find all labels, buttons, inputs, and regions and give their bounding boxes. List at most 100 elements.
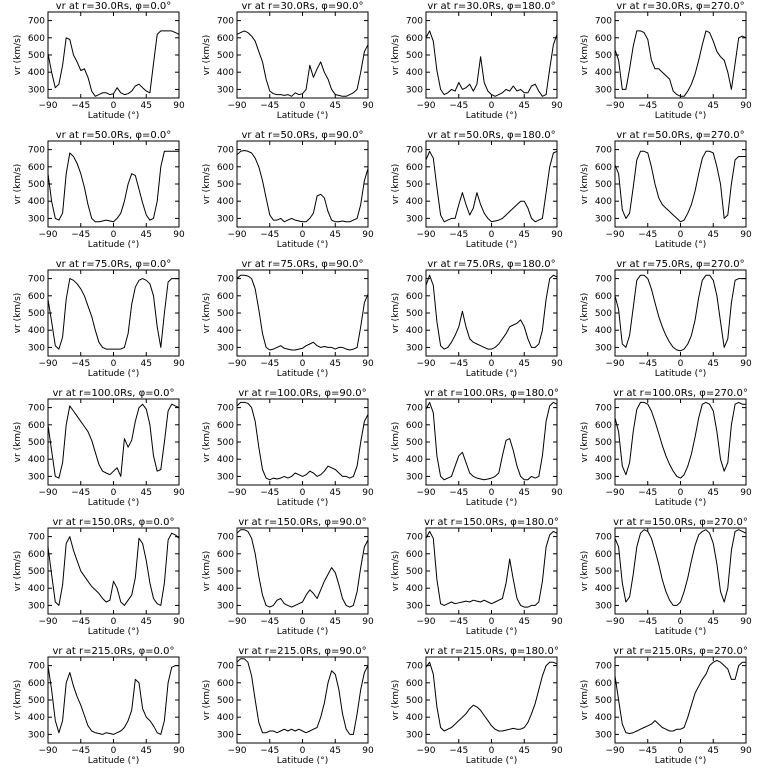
- y-tick-label: 600: [595, 550, 612, 560]
- x-tick-label: −45: [71, 359, 90, 369]
- x-axis-label: Latitude (°): [88, 369, 139, 379]
- y-axis-label: vr (km/s): [202, 680, 212, 721]
- series-line: [614, 401, 746, 479]
- y-tick-label: 300: [217, 214, 234, 224]
- series-line: [236, 150, 369, 223]
- y-axis-label: vr (km/s): [13, 293, 23, 334]
- y-tick-label: 500: [28, 309, 45, 319]
- y-tick-label: 500: [217, 51, 234, 61]
- x-tick-label: −90: [39, 488, 58, 498]
- y-tick-label: 500: [595, 567, 612, 577]
- plot-frame: [236, 398, 369, 486]
- y-tick-label: 700: [406, 533, 423, 543]
- y-tick-label: 700: [217, 17, 234, 27]
- panel-title: vr at r=30.0Rs, φ=270.0°: [616, 1, 744, 12]
- series-line: [614, 659, 746, 734]
- x-tick-label: 0: [489, 617, 495, 627]
- x-tick-label: 0: [111, 746, 117, 756]
- x-tick-label: 90: [740, 359, 752, 369]
- panel: vr at r=215.0Rs, φ=90.0° −90 −45 0 45 90 300 40…: [202, 646, 374, 766]
- y-tick-label: 500: [217, 180, 234, 190]
- x-axis-label: Latitude (°): [88, 756, 139, 766]
- panel: vr at r=100.0Rs, φ=180.0° −90 −45 0 45 90 300 4…: [391, 388, 563, 508]
- x-tick-label: −90: [417, 101, 436, 111]
- plot-frame: [236, 269, 369, 357]
- y-tick-label: 700: [595, 17, 612, 27]
- y-tick-label: 700: [217, 146, 234, 156]
- y-tick-label: 500: [595, 180, 612, 190]
- x-tick-label: 45: [141, 359, 152, 369]
- x-tick-label: 45: [141, 101, 152, 111]
- panel: vr at r=30.0Rs, φ=90.0° −90 −45 0 45 90 300 400…: [202, 1, 374, 121]
- x-tick-label: −45: [449, 101, 468, 111]
- series-line: [425, 401, 558, 481]
- x-tick-label: −90: [606, 617, 625, 627]
- panel: vr at r=30.0Rs, φ=0.0° −90 −45 0 45 90 300 400 5…: [13, 1, 185, 121]
- x-axis-label: Latitude (°): [466, 111, 517, 121]
- panel-title: vr at r=75.0Rs, φ=90.0°: [242, 259, 364, 270]
- x-tick-label: −90: [39, 746, 58, 756]
- y-tick-label: 700: [595, 404, 612, 414]
- y-tick-label: 700: [28, 17, 45, 27]
- plot-frame: [47, 11, 180, 99]
- series-line: [47, 150, 179, 223]
- y-tick-label: 300: [28, 601, 45, 611]
- x-tick-label: −45: [449, 488, 468, 498]
- x-tick-label: −45: [71, 746, 90, 756]
- y-tick-label: 500: [595, 51, 612, 61]
- x-tick-label: 90: [740, 101, 752, 111]
- y-tick-label: 300: [28, 214, 45, 224]
- panel: vr at r=30.0Rs, φ=270.0° −90 −45 0 45 90 300 40…: [580, 1, 752, 121]
- y-tick-label: 700: [28, 146, 45, 156]
- x-tick-label: 45: [330, 617, 341, 627]
- panel-title: vr at r=215.0Rs, φ=180.0°: [424, 646, 559, 657]
- y-tick-label: 400: [406, 455, 423, 465]
- y-tick-label: 300: [595, 85, 612, 95]
- x-tick-label: 0: [111, 488, 117, 498]
- y-axis-label: vr (km/s): [580, 35, 590, 76]
- y-tick-label: 400: [595, 326, 612, 336]
- y-tick-label: 500: [406, 438, 423, 448]
- x-tick-label: −90: [417, 359, 436, 369]
- panel-title: vr at r=30.0Rs, φ=90.0°: [242, 1, 364, 12]
- y-axis-label: vr (km/s): [580, 293, 590, 334]
- y-tick-label: 700: [217, 275, 234, 285]
- y-tick-label: 400: [595, 455, 612, 465]
- x-tick-label: 45: [708, 101, 719, 111]
- x-tick-label: −90: [417, 617, 436, 627]
- y-tick-label: 300: [28, 85, 45, 95]
- series-line: [614, 529, 747, 606]
- x-axis-label: Latitude (°): [88, 627, 139, 637]
- x-tick-label: −90: [39, 101, 58, 111]
- y-tick-label: 400: [217, 68, 234, 78]
- x-tick-label: 45: [519, 101, 530, 111]
- x-axis-label: Latitude (°): [277, 111, 328, 121]
- plot-frame: [47, 398, 180, 486]
- y-tick-label: 600: [595, 292, 612, 302]
- panel-title: vr at r=75.0Rs, φ=180.0°: [427, 259, 555, 270]
- x-tick-label: −45: [260, 101, 279, 111]
- y-tick-label: 700: [217, 533, 234, 543]
- y-tick-label: 600: [406, 679, 423, 689]
- y-tick-label: 600: [28, 34, 45, 44]
- x-tick-label: −45: [260, 230, 279, 240]
- x-tick-label: 0: [300, 617, 306, 627]
- x-axis-label: Latitude (°): [277, 627, 328, 637]
- panel-title: vr at r=75.0Rs, φ=0.0°: [56, 259, 172, 270]
- y-tick-label: 400: [28, 713, 45, 723]
- x-tick-label: −45: [449, 359, 468, 369]
- x-tick-label: 45: [141, 488, 152, 498]
- panel-title: vr at r=150.0Rs, φ=0.0°: [53, 517, 175, 528]
- y-axis-label: vr (km/s): [580, 422, 590, 463]
- x-tick-label: 90: [173, 101, 185, 111]
- y-axis-label: vr (km/s): [202, 551, 212, 592]
- y-tick-label: 300: [217, 730, 234, 740]
- x-tick-label: −90: [228, 230, 247, 240]
- y-tick-label: 600: [28, 421, 45, 431]
- y-tick-label: 400: [595, 584, 612, 594]
- x-axis-label: Latitude (°): [466, 369, 517, 379]
- x-tick-label: 90: [362, 488, 374, 498]
- plot-frame: [614, 398, 747, 486]
- y-tick-label: 300: [217, 472, 234, 482]
- y-tick-label: 700: [406, 275, 423, 285]
